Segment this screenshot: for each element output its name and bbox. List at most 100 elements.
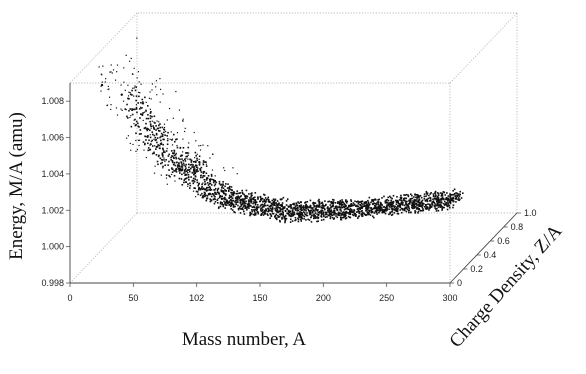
- data-point: [373, 206, 376, 209]
- data-point: [425, 195, 427, 198]
- data-point: [407, 206, 410, 208]
- data-point: [454, 197, 457, 200]
- data-point: [408, 203, 411, 205]
- data-point: [147, 113, 149, 116]
- data-point: [159, 123, 161, 125]
- data-point: [249, 198, 252, 201]
- data-point: [357, 210, 360, 213]
- data-point: [408, 207, 410, 210]
- data-point: [210, 175, 213, 177]
- data-point: [360, 213, 363, 215]
- data-point: [376, 201, 378, 204]
- data-point: [428, 209, 430, 211]
- data-point: [299, 208, 302, 210]
- data-point: [456, 194, 459, 197]
- data-point: [395, 208, 398, 211]
- data-point: [317, 209, 319, 211]
- data-point: [214, 187, 217, 190]
- data-point: [104, 81, 106, 83]
- data-point: [282, 206, 284, 208]
- data-point: [223, 197, 226, 199]
- data-point: [210, 195, 213, 198]
- data-point: [423, 193, 426, 196]
- data-point: [242, 192, 244, 195]
- data-point: [203, 193, 206, 196]
- data-point: [178, 170, 180, 172]
- data-point: [281, 204, 284, 207]
- data-point: [251, 192, 253, 194]
- data-point: [370, 209, 373, 212]
- data-point: [332, 202, 335, 205]
- data-point: [320, 202, 323, 204]
- data-point: [314, 215, 317, 218]
- data-point: [197, 193, 199, 196]
- data-point: [395, 201, 398, 204]
- data-point: [320, 213, 323, 216]
- data-point: [180, 165, 183, 168]
- data-point: [395, 199, 397, 202]
- data-point: [424, 207, 427, 210]
- data-point: [452, 204, 455, 206]
- data-point: [294, 216, 297, 219]
- data-point: [429, 197, 432, 200]
- data-point: [363, 205, 365, 207]
- data-point: [251, 194, 253, 197]
- data-point: [198, 158, 200, 160]
- data-point: [205, 188, 207, 191]
- data-point: [304, 213, 306, 216]
- data-point: [184, 177, 187, 180]
- data-point: [220, 201, 222, 204]
- data-point: [179, 155, 182, 158]
- data-point: [300, 209, 302, 212]
- data-point: [359, 211, 361, 213]
- data-point: [184, 158, 186, 161]
- data-point: [328, 207, 330, 210]
- y-tick-label: 1.0: [524, 208, 537, 218]
- data-point: [346, 211, 348, 214]
- data-point: [158, 130, 161, 132]
- data-point: [213, 189, 216, 191]
- data-point: [447, 204, 450, 207]
- data-point: [135, 86, 137, 89]
- data-point: [164, 164, 167, 167]
- data-point: [398, 203, 401, 205]
- data-point: [176, 146, 179, 149]
- data-point: [400, 197, 403, 200]
- data-point: [440, 206, 442, 208]
- data-point: [360, 213, 363, 216]
- data-point: [194, 151, 197, 154]
- data-point: [443, 200, 446, 203]
- data-point: [162, 165, 164, 168]
- data-point: [149, 117, 152, 120]
- data-point: [281, 205, 283, 208]
- data-point: [439, 199, 442, 201]
- data-point: [158, 147, 161, 149]
- data-point: [230, 191, 232, 194]
- data-point: [318, 201, 320, 204]
- data-point: [328, 208, 331, 211]
- data-point: [343, 202, 345, 205]
- data-point: [195, 170, 197, 173]
- data-point: [216, 190, 219, 192]
- data-point: [187, 176, 190, 179]
- data-point: [445, 198, 447, 201]
- data-point: [156, 137, 159, 139]
- data-point: [237, 204, 239, 207]
- data-point: [185, 155, 187, 158]
- data-point: [261, 210, 263, 213]
- data-point: [110, 104, 112, 106]
- data-point: [386, 204, 388, 206]
- data-point: [340, 204, 343, 207]
- data-point: [225, 204, 228, 206]
- data-point: [437, 198, 440, 200]
- data-point: [397, 207, 399, 210]
- data-point: [192, 182, 195, 185]
- data-point: [333, 208, 336, 210]
- data-point: [311, 208, 314, 210]
- data-point: [179, 158, 181, 161]
- data-point: [147, 117, 150, 120]
- data-point: [403, 199, 406, 202]
- data-point: [263, 199, 266, 201]
- data-point: [408, 209, 410, 212]
- data-point: [214, 198, 216, 201]
